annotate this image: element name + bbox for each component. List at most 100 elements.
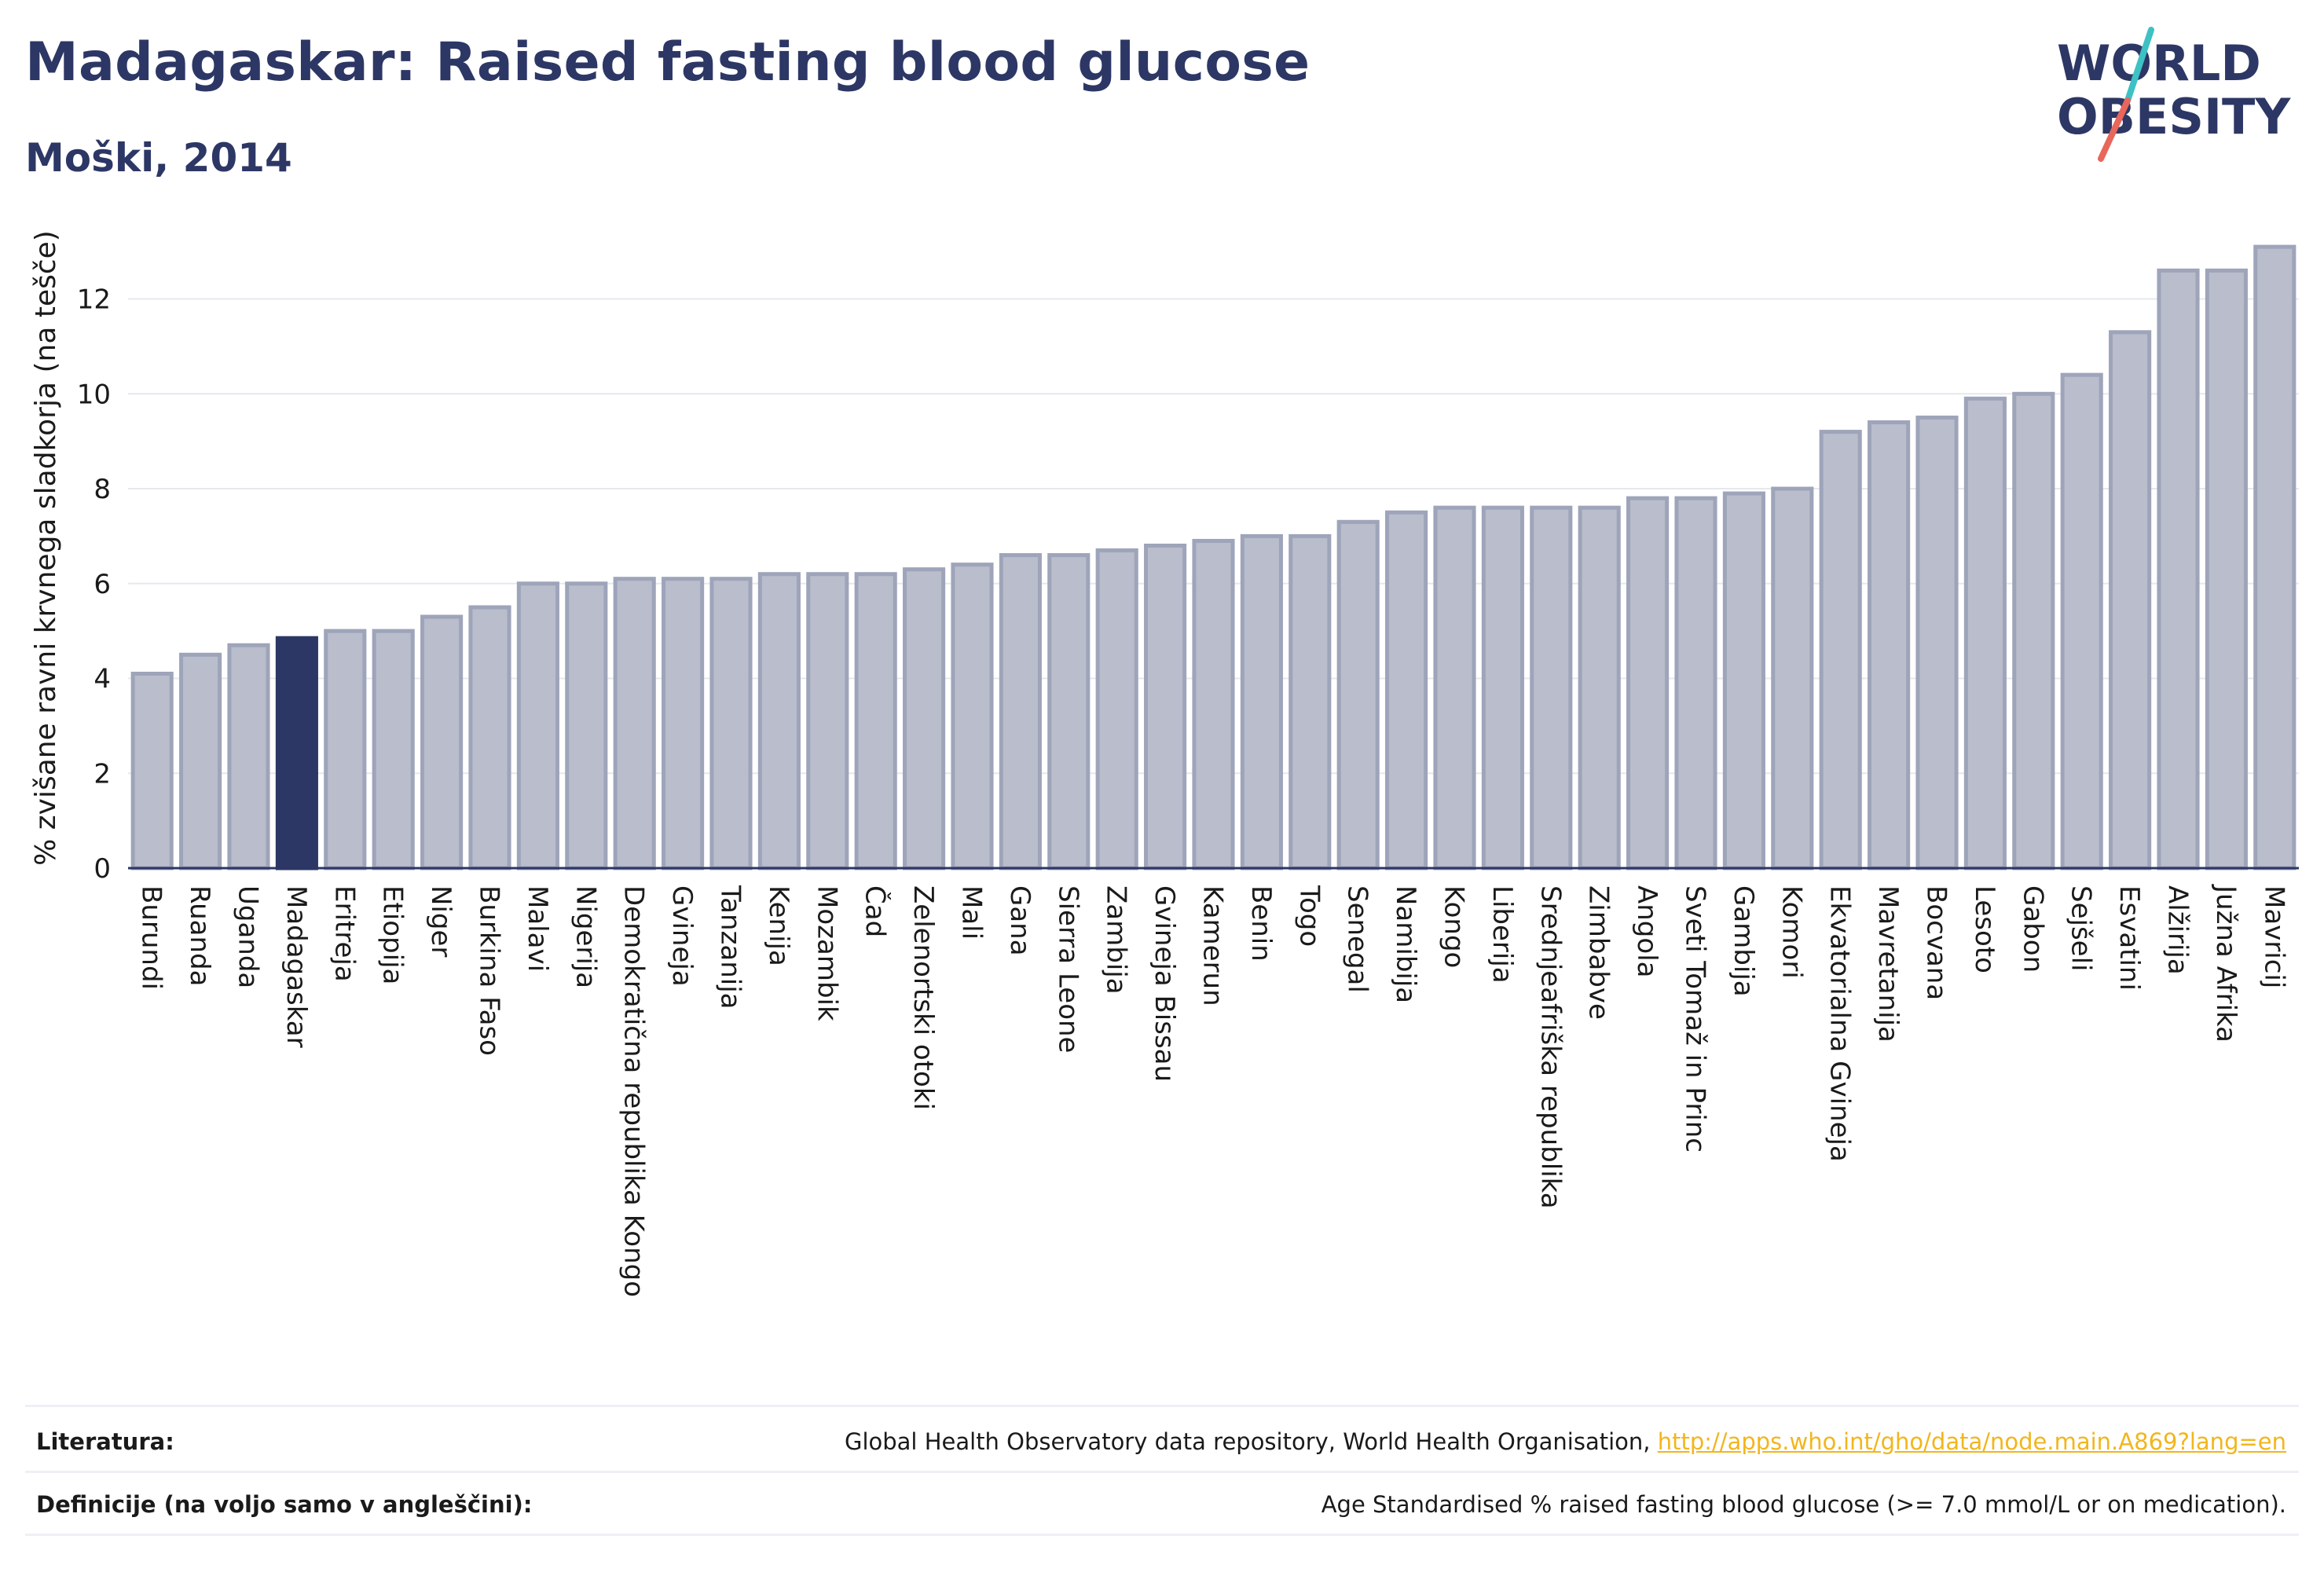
y-tick-label: 2 [93, 758, 111, 790]
footer-divider-bottom [25, 1534, 2299, 1536]
x-tick-label: Uganda [233, 885, 264, 988]
bar-5 [372, 629, 415, 870]
x-tick-label: Mozambik [811, 885, 842, 1021]
bar-17 [951, 563, 994, 870]
bar-8 [516, 581, 559, 870]
bar-44 [2253, 244, 2297, 870]
x-tick-label: Gana [1004, 885, 1036, 956]
y-tick-label: 10 [77, 379, 111, 410]
bar-33 [1722, 491, 1765, 870]
x-tick-label: Sierra Leone [1052, 885, 1083, 1053]
x-tick-label: Zimbabve [1583, 885, 1615, 1020]
bar-32 [1674, 496, 1717, 870]
bar-42 [2157, 268, 2200, 870]
x-tick-label: Esvatini [2113, 885, 2145, 991]
x-tick-label: Kenija [763, 885, 794, 966]
chart-subtitle: Moški, 2014 [25, 135, 292, 181]
x-tick-label: Srednjeafriška republika [1534, 885, 1566, 1209]
bar-41 [2109, 330, 2152, 870]
x-tick-label: Niger [425, 885, 456, 957]
bar-16 [903, 567, 946, 870]
bar-26 [1385, 510, 1428, 870]
bar-18 [999, 553, 1042, 870]
x-tick-label: Ekvatorialna Gvineja [1824, 885, 1856, 1162]
bar-21 [1144, 543, 1187, 870]
bar-10 [613, 577, 656, 870]
x-tick-label: Kamerun [1197, 885, 1229, 1006]
x-tick-label: Sejšeli [2066, 885, 2097, 971]
y-tick-label: 4 [93, 664, 111, 695]
footer-divider-middle [25, 1471, 2299, 1473]
x-tick-label: Sveti Tomaž in Princ [1680, 885, 1711, 1153]
bar-6 [420, 614, 464, 870]
x-tick-label: Čad [860, 885, 892, 937]
x-tick-label: Mavretanija [1872, 885, 1904, 1043]
bar-27 [1433, 505, 1476, 870]
x-tick-label: Eritreja [328, 885, 360, 982]
x-tick-label: Zelenortski otoki [907, 885, 939, 1110]
bar-38 [1963, 396, 2007, 870]
footer-divider-top [25, 1405, 2299, 1407]
x-tick-label: Zambija [1101, 885, 1132, 995]
bar-36 [1868, 420, 1911, 870]
x-tick-label: Benin [1245, 885, 1277, 962]
bar-3 [275, 636, 318, 870]
bar-28 [1481, 505, 1524, 870]
x-tick-label: Gvineja [666, 885, 698, 987]
bar-9 [565, 581, 608, 870]
x-tick-label: Mali [956, 885, 988, 940]
bar-37 [1915, 415, 1959, 870]
references-link[interactable]: http://apps.who.int/gho/data/node.main.A… [1657, 1428, 2286, 1455]
bar-2 [227, 643, 270, 870]
references-label: Literatura: [36, 1428, 174, 1455]
bar-1 [179, 652, 222, 870]
x-tick-label: Kongo [1439, 885, 1470, 968]
x-tick-label: Togo [1293, 885, 1325, 947]
logo-slash-teal [2124, 27, 2154, 104]
bar-39 [2012, 391, 2055, 870]
y-tick-label: 0 [93, 853, 111, 885]
x-tick-label: Tanzanija [715, 885, 746, 1009]
x-tick-label: Malavi [522, 885, 553, 972]
bar-0 [130, 671, 174, 870]
bar-chart: 0 2 4 6 8 10 12 % zvišane ravni krvnega sladkor… [30, 230, 2299, 1297]
x-tick-label: Gabon [2017, 885, 2048, 973]
chart-title: Madagaskar: Raised fasting blood glucose [25, 31, 1310, 93]
bar-22 [1192, 538, 1235, 870]
bar-23 [1240, 533, 1283, 870]
bar-29 [1530, 505, 1573, 870]
definitions-label: Definicije (na voljo samo v angleščini): [36, 1491, 533, 1518]
x-tick-label: Etiopija [377, 885, 409, 984]
y-tick-label: 12 [77, 284, 111, 316]
bar-14 [806, 572, 849, 870]
bar-25 [1336, 519, 1380, 870]
world-obesity-logo: WORLD OBESITY [2057, 27, 2291, 162]
x-tick-label: Liberija [1486, 885, 1518, 984]
definitions-value: Age Standardised % raised fasting blood … [1321, 1491, 2286, 1518]
bar-34 [1771, 486, 1814, 870]
x-tick-label: Demokratična republika Kongo [618, 885, 650, 1297]
bar-12 [709, 577, 753, 870]
bar-35 [1819, 430, 1862, 870]
bar-4 [324, 629, 367, 870]
x-tick-label: Burkina Faso [474, 885, 505, 1056]
bar-11 [662, 577, 705, 870]
bar-43 [2205, 268, 2248, 870]
x-tick-label: Alžirija [2162, 885, 2194, 975]
bar-40 [2060, 372, 2103, 870]
y-axis-title: % zvišane ravni krvnega sladkorja (na te… [30, 230, 62, 866]
x-tick-label: Burundi [136, 885, 167, 990]
bar-24 [1288, 533, 1332, 870]
logo-line1: WORLD [2057, 35, 2261, 92]
bar-31 [1626, 496, 1670, 870]
x-tick-label: Senegal [1342, 885, 1373, 993]
x-tick-label: Angola [1631, 885, 1662, 977]
bar-15 [854, 572, 897, 870]
bar-30 [1578, 505, 1621, 870]
x-tick-label: Nigerija [570, 885, 601, 988]
bar-19 [1047, 553, 1091, 870]
bar-7 [468, 605, 511, 870]
x-tick-label: Namibija [1390, 885, 1421, 1003]
references-text: Global Health Observatory data repositor… [844, 1428, 1651, 1455]
x-tick-label: Gambija [1728, 885, 1759, 997]
